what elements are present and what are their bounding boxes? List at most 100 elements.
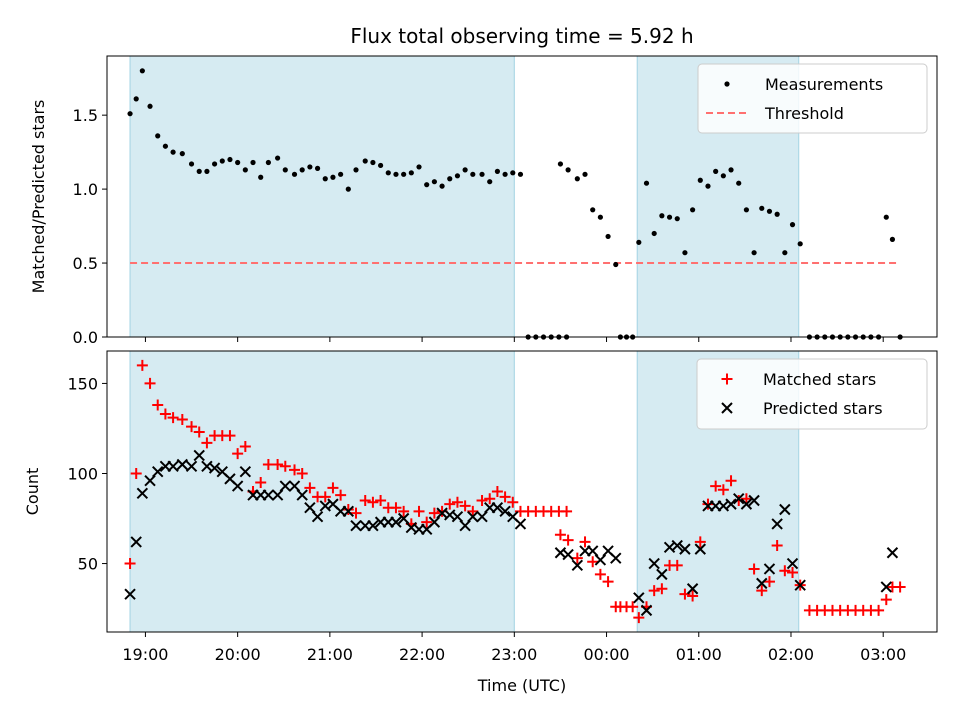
matched-star-point — [561, 505, 573, 517]
predicted-star-point — [514, 518, 527, 530]
legend-label: Threshold — [764, 104, 844, 123]
predicted-star-point — [279, 480, 292, 492]
bottom-y-axis-label: Count — [23, 468, 42, 516]
predicted-star-point — [130, 536, 142, 548]
measurement-point — [454, 173, 461, 179]
measurement-point — [590, 207, 596, 213]
predicted-star-point — [193, 449, 205, 462]
measurement-point — [196, 168, 202, 174]
x-tick-label: 03:00 — [860, 645, 906, 664]
measurement-point — [659, 213, 665, 219]
legend-label: Matched stars — [763, 370, 876, 389]
measurement-point — [705, 183, 711, 189]
matched-star-point — [748, 563, 760, 575]
predicted-star-point — [124, 588, 136, 600]
measurement-point — [416, 164, 422, 170]
matched-star-point — [451, 496, 463, 508]
x-tick-label: 02:00 — [768, 645, 814, 664]
matched-star-point — [602, 576, 614, 588]
measurement-point — [170, 149, 176, 155]
matched-star-point — [304, 482, 316, 494]
measurement-point — [162, 143, 169, 149]
predicted-star-point — [725, 498, 737, 510]
measurement-point — [377, 162, 384, 169]
measurement-point — [643, 180, 650, 186]
matched-star-point — [255, 476, 267, 488]
top-x-ticks — [144, 337, 884, 342]
matched-star-point — [476, 495, 488, 507]
matched-star-point — [894, 581, 906, 593]
matched-star-point — [130, 467, 142, 479]
predicted-star-point — [311, 511, 324, 523]
measurement-point — [314, 165, 321, 171]
matched-star-point — [648, 585, 660, 597]
measurement-point — [275, 155, 281, 161]
predicted-star-point — [459, 520, 471, 532]
matched-star-point — [702, 498, 714, 510]
y-tick-label: 0.5 — [73, 254, 98, 273]
measurement-point — [651, 230, 657, 237]
matched-star-point — [725, 475, 737, 487]
predicted-star-point — [239, 465, 252, 478]
predicted-star-point — [350, 520, 362, 532]
measurement-point — [728, 167, 734, 173]
matched-star-point — [421, 516, 433, 528]
predicted-star-point — [304, 502, 316, 514]
predicted-stars-points — [124, 449, 899, 617]
measurement-point — [447, 176, 453, 182]
predicted-star-point — [176, 458, 189, 471]
matched-star-point — [880, 594, 892, 606]
measurement-point — [582, 171, 588, 177]
shaded-interval — [130, 351, 515, 632]
measurement-point — [408, 170, 414, 176]
predicted-star-point — [144, 474, 156, 487]
predicted-star-point — [756, 577, 768, 590]
predicted-star-point — [271, 489, 284, 501]
predicted-star-point — [167, 460, 179, 472]
matched-star-point — [787, 567, 799, 579]
matched-star-point — [484, 493, 496, 505]
predicted-star-point — [679, 543, 691, 555]
bottom-y-ticks: 50 100 150 — [67, 374, 107, 574]
measurement-point — [743, 207, 750, 213]
x-axis-label: Time (UTC) — [477, 676, 566, 695]
legend-matched-marker — [721, 373, 733, 385]
measurement-points — [127, 68, 903, 340]
legend-label: Predicted stars — [763, 399, 883, 418]
matched-star-point — [756, 585, 768, 597]
measurement-point — [307, 164, 313, 170]
measurement-point — [179, 151, 185, 157]
matched-star-point — [413, 505, 425, 517]
matched-stars-points — [124, 359, 906, 624]
predicted-star-point — [476, 511, 488, 523]
predicted-star-point — [390, 516, 402, 528]
predicted-star-point — [397, 512, 410, 525]
predicted-star-point — [288, 480, 301, 492]
chart-title: Flux total observing time = 5.92 h — [350, 24, 693, 48]
predicted-star-point — [880, 581, 892, 593]
predicted-star-point — [740, 498, 753, 510]
predicted-star-point — [610, 552, 622, 564]
measurement-point — [431, 179, 437, 185]
measurement-point — [147, 103, 153, 109]
x-tick-label: 22:00 — [399, 645, 445, 664]
measurement-point — [155, 133, 161, 139]
matched-star-point — [176, 413, 188, 425]
matched-star-point — [359, 495, 371, 507]
legend-label: Measurements — [765, 75, 883, 94]
measurement-point — [345, 186, 351, 192]
predicted-star-point — [136, 487, 149, 500]
predicted-star-point — [640, 604, 653, 617]
matched-star-point — [562, 534, 574, 546]
measurement-point — [690, 207, 696, 213]
legend-measurement-marker — [724, 81, 730, 87]
predicted-star-point — [231, 480, 244, 492]
matched-star-point — [239, 440, 251, 452]
measurement-point — [479, 171, 485, 177]
x-tick-label: 20:00 — [215, 645, 261, 664]
measurement-point — [574, 176, 580, 182]
matched-star-point — [687, 590, 699, 602]
predicted-star-point — [451, 511, 464, 523]
matched-star-point — [594, 568, 606, 580]
predicted-star-point — [152, 465, 164, 478]
